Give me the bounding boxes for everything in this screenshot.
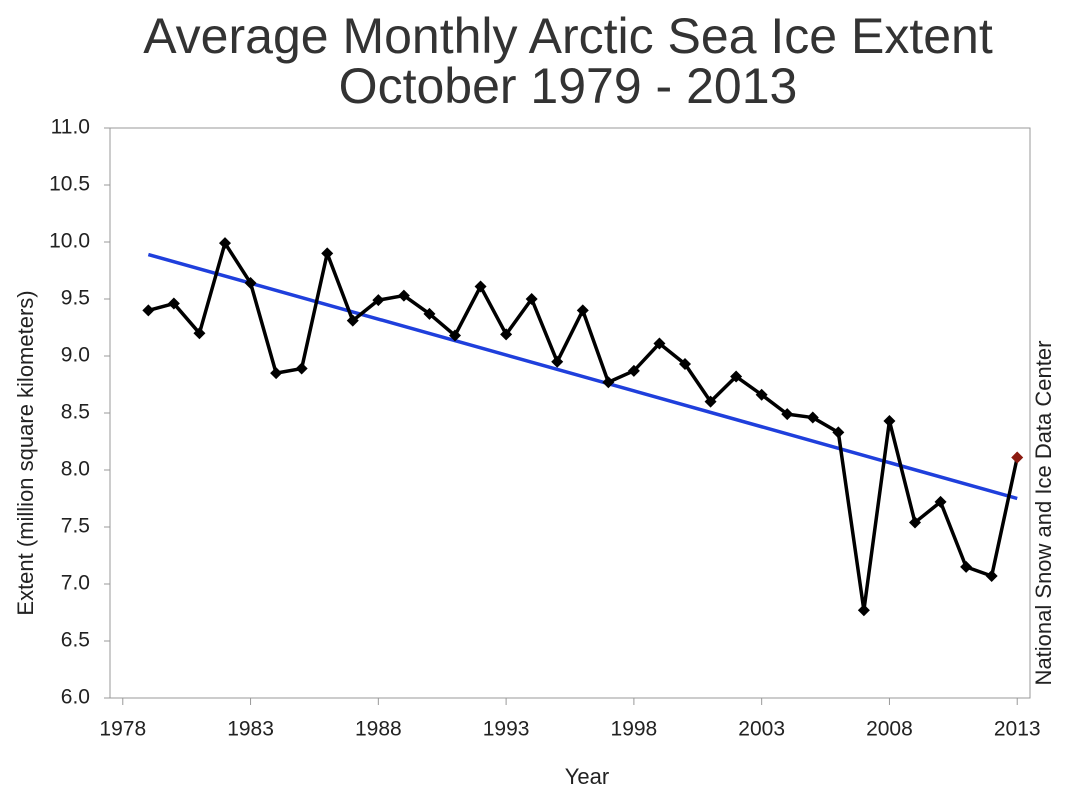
chart-subtitle: October 1979 - 2013 <box>339 58 798 114</box>
data-point <box>551 355 564 368</box>
y-tick-label: 10.5 <box>49 173 90 196</box>
y-tick-label: 7.0 <box>61 572 90 595</box>
data-point <box>193 327 206 340</box>
x-tick-label: 2013 <box>994 718 1041 741</box>
data-line <box>147 241 1019 612</box>
y-tick-label: 10.0 <box>49 230 90 253</box>
data-point <box>295 362 308 375</box>
data-point <box>730 370 743 383</box>
data-point <box>832 426 845 439</box>
y-tick-label: 8.0 <box>61 458 90 481</box>
data-point <box>1011 451 1024 464</box>
y-tick-label: 11.0 <box>51 116 90 139</box>
data-point <box>525 293 538 305</box>
chart-title: Average Monthly Arctic Sea Ice Extent <box>143 8 993 64</box>
plot-frame <box>109 127 1031 699</box>
data-point <box>142 304 155 317</box>
data-point <box>857 604 870 617</box>
data-point <box>985 570 998 583</box>
data-point <box>576 304 589 317</box>
data-point <box>909 516 921 529</box>
y-tick-label: 7.5 <box>61 515 90 538</box>
data-point <box>372 294 385 307</box>
x-tick-label: 1983 <box>227 718 274 741</box>
data-point <box>806 411 819 424</box>
data-point <box>653 337 666 350</box>
x-tick-label: 1998 <box>611 718 658 741</box>
data-point <box>704 395 717 408</box>
y-tick-label: 6.0 <box>61 686 90 709</box>
x-tick-label: 1978 <box>99 718 146 741</box>
x-tick-label: 1988 <box>355 718 402 741</box>
data-point <box>934 495 947 508</box>
y-tick-label: 8.5 <box>61 401 90 424</box>
data-point <box>270 367 283 380</box>
y-tick-label: 9.5 <box>61 287 90 310</box>
data-point <box>346 314 359 327</box>
data-point <box>679 357 691 370</box>
trend-line <box>147 252 1018 501</box>
source-annotation: National Snow and Ice Data Center <box>1031 341 1056 686</box>
data-point <box>219 237 231 250</box>
x-axis-label: Year <box>565 764 609 789</box>
x-tick-label: 1993 <box>483 718 530 741</box>
data-point <box>500 328 513 341</box>
data-point <box>321 247 334 260</box>
x-tick-label: 2008 <box>866 718 913 741</box>
data-point <box>602 376 615 389</box>
data-point <box>397 289 410 302</box>
data-point <box>781 408 794 421</box>
data-point <box>755 388 768 401</box>
data-point <box>474 280 487 293</box>
y-tick-label: 6.5 <box>61 629 90 652</box>
y-tick-label: 9.0 <box>61 344 90 367</box>
y-axis-label: Extent (million square kilometers) <box>13 290 38 615</box>
x-tick-label: 2003 <box>738 718 785 741</box>
data-point <box>960 560 973 573</box>
data-point <box>244 277 257 290</box>
data-point <box>423 307 436 320</box>
data-point <box>449 329 461 342</box>
data-point <box>883 414 896 427</box>
data-point <box>167 297 180 310</box>
data-point <box>627 364 640 377</box>
